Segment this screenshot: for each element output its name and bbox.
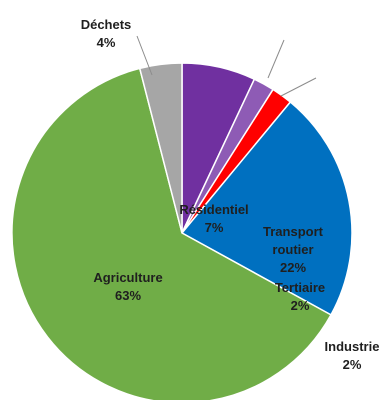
- leader-line-tertiaire: [267, 39, 285, 79]
- pie-slice-dechets: [138, 62, 183, 234]
- pie-slice-agriculture: [11, 67, 332, 400]
- slice-label-dechets: Déchets 4%: [81, 17, 132, 50]
- slice-label-agriculture: Agriculture 63%: [93, 270, 162, 303]
- slice-label-transport-routier: Transport routier 22%: [263, 224, 324, 275]
- slice-label-industrie: Industrie 2%: [325, 339, 380, 372]
- pie-slice-transport-routier: [180, 100, 353, 316]
- leader-lines: [136, 35, 317, 97]
- leader-line-industrie: [280, 77, 317, 97]
- slice-label-tertiaire: Tertiaire 2%: [275, 280, 325, 313]
- leader-line-dechets: [136, 35, 153, 76]
- pie-slices: [11, 62, 353, 400]
- slice-label-residentiel: Résidentiel 7%: [179, 202, 248, 235]
- slice-labels: Résidentiel 7% Tertiaire 2%Industrie 2% Trans…: [81, 17, 380, 372]
